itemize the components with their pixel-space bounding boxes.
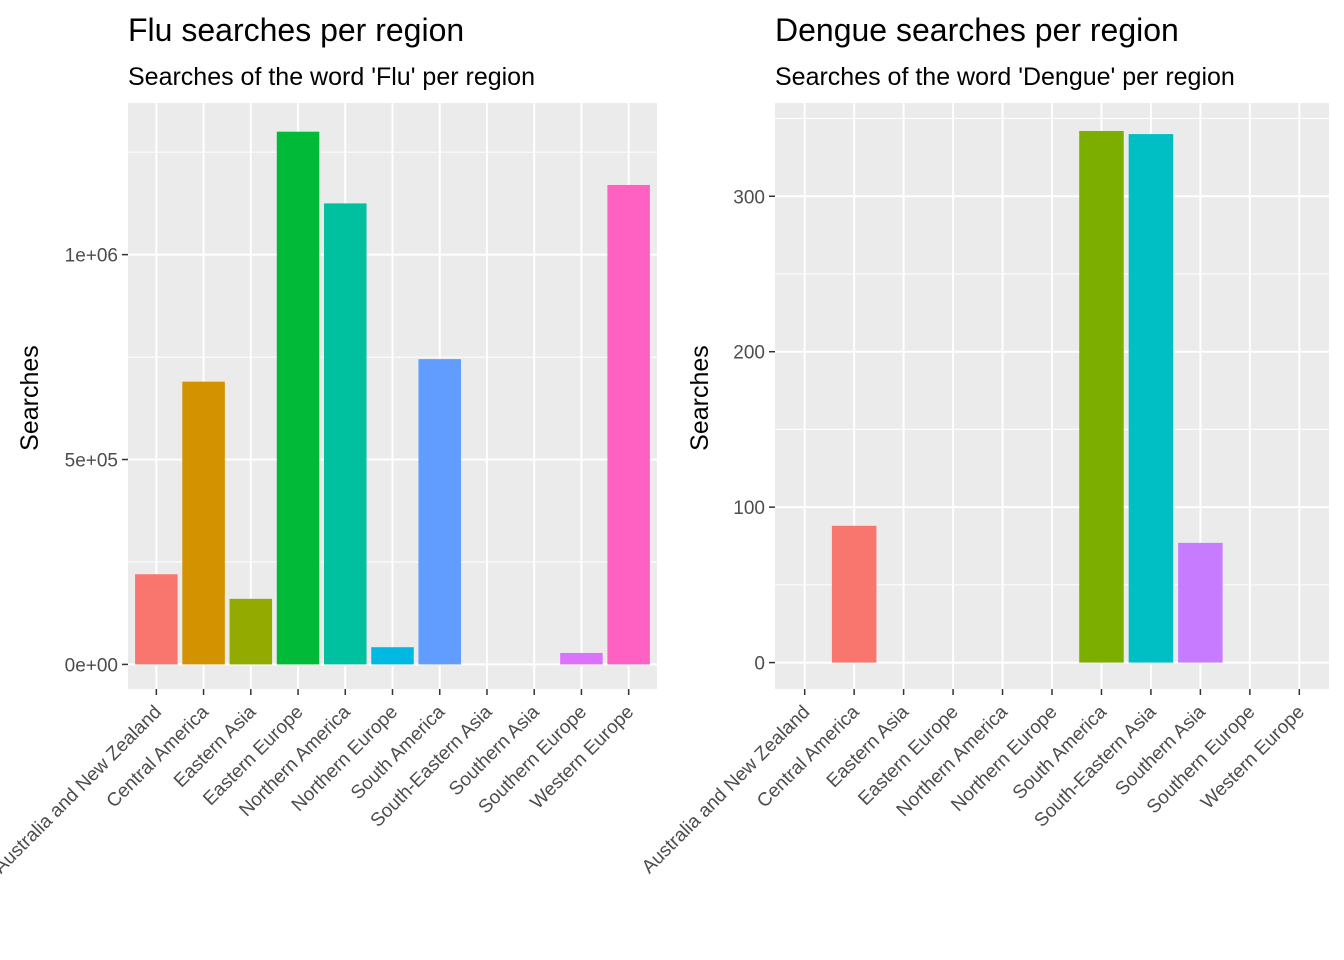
flu-bar-northern-america	[324, 203, 367, 665]
flu-bar-central-america	[182, 381, 225, 665]
dengue-chart-title: Dengue searches per region	[775, 12, 1179, 48]
flu-chart-panel: 0e+00 5e+05 1e+06 Australia and New Zealand…	[0, 103, 657, 878]
dengue-bar-south-eastern-asia	[1128, 134, 1174, 663]
flu-bar-western-europe	[607, 184, 650, 665]
dengue-bar-southern-asia	[1178, 542, 1223, 663]
flu-bar-eastern-europe	[276, 131, 320, 665]
flu-bar-eastern-asia	[229, 598, 273, 665]
dengue-y-axis-label: Searches	[686, 345, 714, 451]
flu-chart-title: Flu searches per region	[128, 12, 464, 48]
flu-y-tick-label: 5e+05	[65, 451, 118, 472]
flu-bar-australia-and-new-zealand	[135, 574, 178, 665]
dengue-y-tick-label: 100	[733, 498, 765, 519]
flu-y-tick-label: 1e+06	[65, 246, 118, 267]
flu-chart-subtitle: Searches of the word 'Flu' per region	[128, 63, 535, 91]
dengue-y-tick-label: 300	[733, 187, 765, 208]
dengue-y-tick-label: 200	[733, 343, 765, 364]
flu-bar-southern-europe	[560, 652, 603, 665]
flu-y-tick-label: 0e+00	[65, 655, 118, 676]
dengue-bar-south-america	[1079, 130, 1124, 663]
dengue-y-tick-label: 0	[754, 654, 765, 675]
flu-bar-northern-europe	[371, 647, 414, 665]
dengue-chart-subtitle: Searches of the word 'Dengue' per region	[775, 63, 1235, 91]
flu-bar-south-america	[418, 359, 461, 665]
flu-y-axis-label: Searches	[16, 345, 44, 451]
dengue-bar-central-america	[831, 525, 877, 663]
flu-x-tick-label: Australia and New Zealand	[0, 702, 166, 878]
